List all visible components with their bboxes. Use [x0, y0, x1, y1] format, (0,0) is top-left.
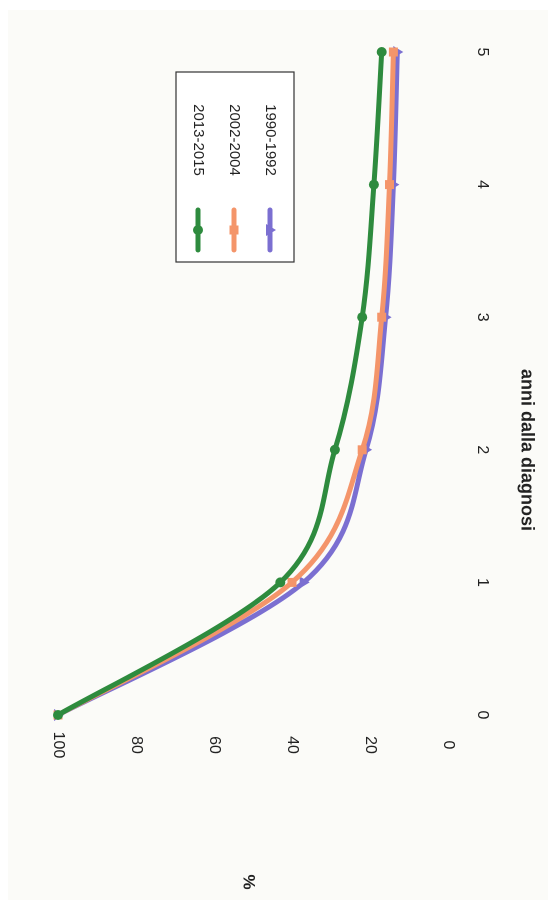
- legend-marker-1990-1992: [266, 224, 276, 236]
- data-point-2013-2015-x4: [368, 179, 379, 190]
- y-tick-label-20: 20: [362, 736, 379, 754]
- x-tick-label-5: 5: [474, 48, 491, 57]
- chart-frame: 0 1 2 3 4 5 0 20 40 60 80 100 anni dalla diagnosi% 2…: [8, 10, 548, 900]
- data-point-1990-1992-x1: [299, 576, 310, 589]
- data-point-2002-2004-x4: [385, 180, 394, 190]
- data-point-2013-2015-x0: [53, 710, 63, 720]
- x-tick-label-2: 2: [474, 445, 491, 454]
- y-tick-label-0: 0: [440, 741, 457, 750]
- data-point-2013-2015-x1: [275, 577, 286, 588]
- y-tick-label-60: 60: [206, 736, 223, 754]
- x-tick-label-3: 3: [474, 313, 491, 322]
- y-tick-label-100: 100: [50, 732, 67, 759]
- y-axis-title: %: [240, 874, 259, 889]
- legend-label-2013-2015: 2013-2015: [190, 104, 207, 176]
- y-tick-label-80: 80: [128, 736, 145, 754]
- x-axis-title: anni dalla diagnosi: [517, 369, 537, 531]
- data-point-2002-2004-x2: [357, 445, 367, 455]
- legend-label-1990-1992: 1990-1992: [262, 104, 279, 176]
- data-point-2013-2015-x2: [329, 444, 340, 455]
- line-chart: 0 1 2 3 4 5 0 20 40 60 80 100 anni dalla diagnosi% 2…: [50, 46, 537, 890]
- data-point-2013-2015-x5: [376, 47, 387, 57]
- data-point-2013-2015-x3: [357, 312, 368, 323]
- x-tick-label-1: 1: [474, 578, 491, 587]
- y-tick-label-40: 40: [284, 736, 301, 754]
- data-point-2002-2004-x5: [388, 47, 398, 57]
- legend-marker-2002-2004: [229, 225, 239, 235]
- legend-label-2002-2004: 2002-2004: [226, 104, 243, 176]
- data-point-2002-2004-x1: [287, 577, 297, 587]
- data-point-2002-2004-x3: [377, 312, 387, 322]
- x-tick-label-4: 4: [474, 180, 491, 189]
- x-tick-label-0: 0: [474, 711, 491, 720]
- legend-marker-2013-2015: [193, 225, 203, 235]
